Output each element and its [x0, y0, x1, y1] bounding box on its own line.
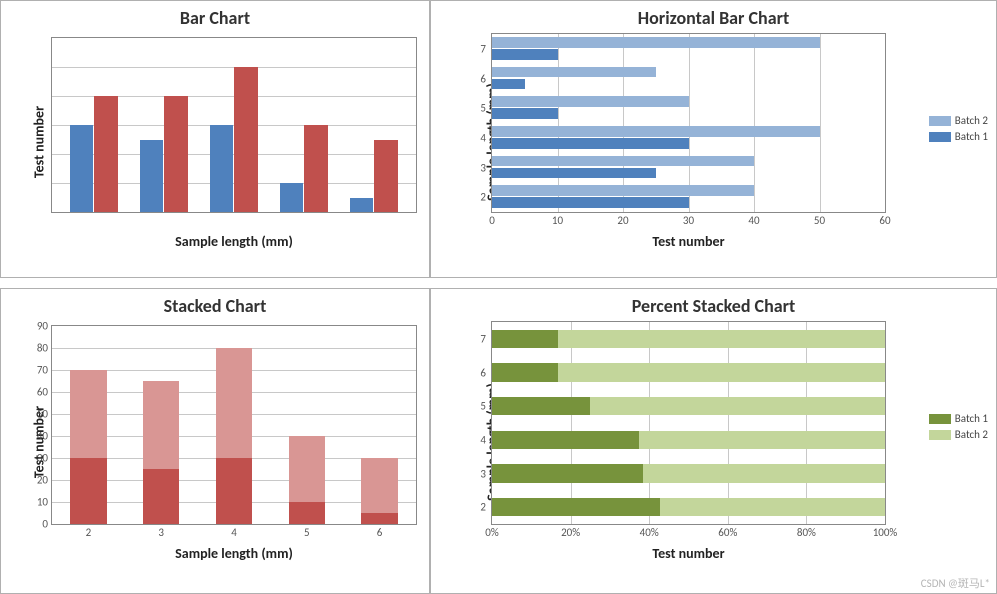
bar: [164, 96, 188, 212]
pct-bar-seg: [492, 498, 660, 517]
bar: [280, 183, 304, 212]
bar: [70, 125, 94, 212]
stacked-bar-seg: [216, 458, 252, 524]
bar: [94, 96, 118, 212]
bar: [234, 67, 258, 212]
pct-bar-seg: [590, 397, 885, 416]
legend-swatch: [929, 116, 951, 126]
chart1-xlabel: Sample length (mm): [51, 233, 417, 250]
chart2-title: Horizontal Bar Chart: [431, 1, 996, 31]
chart3-title: Stacked Chart: [1, 289, 429, 319]
hbar: [492, 156, 754, 167]
bar: [210, 125, 234, 212]
chart1-ylabel: Test number: [31, 106, 48, 178]
legend-swatch: [929, 430, 951, 440]
chart2-legend: Batch 2 Batch 1: [929, 111, 988, 146]
chart2-xlabel: Test number: [491, 233, 886, 250]
pct-bar-seg: [558, 363, 886, 382]
hbar: [492, 67, 656, 78]
bar: [350, 198, 374, 213]
pct-bar-seg: [492, 363, 558, 382]
chart2-plot: 0102030405060234567: [491, 33, 886, 213]
chart1-title: Bar Chart: [1, 1, 429, 31]
chart4-plot: 0%20%40%60%80%100%234567: [491, 321, 886, 525]
pct-bar-seg: [643, 464, 885, 483]
stacked-bar-seg: [289, 502, 325, 524]
legend-item: Batch 2: [929, 428, 988, 441]
stacked-bar-seg: [143, 469, 179, 524]
legend-label: Batch 2: [955, 114, 988, 127]
chart4-title: Percent Stacked Chart: [431, 289, 996, 319]
chart4-legend: Batch 1 Batch 2: [929, 409, 988, 444]
pct-bar-seg: [492, 397, 590, 416]
pct-bar-seg: [639, 431, 885, 450]
hbar: [492, 126, 820, 137]
pct-bar-seg: [492, 330, 558, 349]
hbar: [492, 138, 689, 149]
chart-percent-stacked: Percent Stacked Chart Sample length (mm)…: [430, 288, 997, 594]
legend-label: Batch 1: [955, 412, 988, 425]
chart3-plot: 010203040506070809023456: [51, 325, 417, 525]
chart-stacked: Stacked Chart Test number 01020304050607…: [0, 288, 430, 594]
hbar: [492, 168, 656, 179]
hbar: [492, 108, 558, 119]
chart3-xlabel: Sample length (mm): [51, 545, 417, 562]
legend-label: Batch 2: [955, 428, 988, 441]
stacked-bar-seg: [70, 370, 106, 458]
chart1-plot: 010203040506023456: [51, 37, 417, 213]
pct-bar-seg: [492, 464, 643, 483]
legend-swatch: [929, 414, 951, 424]
chart-hbar: Horizontal Bar Chart Sample length (mm) …: [430, 0, 997, 278]
legend-swatch: [929, 132, 951, 142]
pct-bar-seg: [660, 498, 885, 517]
hbar: [492, 79, 525, 90]
hbar: [492, 96, 689, 107]
watermark: CSDN @斑马L*: [921, 575, 990, 591]
hbar: [492, 197, 689, 208]
legend-item: Batch 1: [929, 412, 988, 425]
chart-bar: Bar Chart Test number 010203040506023456…: [0, 0, 430, 278]
stacked-bar-seg: [361, 513, 397, 524]
stacked-bar-seg: [361, 458, 397, 513]
chart4-xlabel: Test number: [491, 545, 886, 562]
stacked-bar-seg: [70, 458, 106, 524]
stacked-bar-seg: [143, 381, 179, 469]
stacked-bar-seg: [289, 436, 325, 502]
pct-bar-seg: [558, 330, 886, 349]
pct-bar-seg: [492, 431, 639, 450]
hbar: [492, 49, 558, 60]
stacked-bar-seg: [216, 348, 252, 458]
legend-item: Batch 2: [929, 114, 988, 127]
hbar: [492, 185, 754, 196]
legend-label: Batch 1: [955, 130, 988, 143]
bar: [304, 125, 328, 212]
bar: [374, 140, 398, 213]
legend-item: Batch 1: [929, 130, 988, 143]
bar: [140, 140, 164, 213]
hbar: [492, 37, 820, 48]
